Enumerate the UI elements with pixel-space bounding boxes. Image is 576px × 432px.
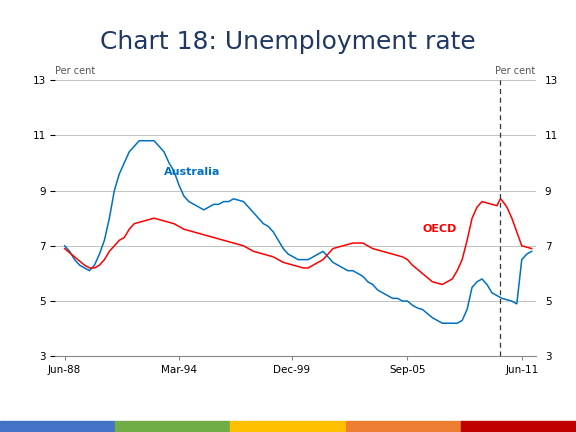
Bar: [346, 421, 461, 432]
Text: OECD: OECD: [422, 224, 457, 234]
Text: Per cent: Per cent: [55, 66, 95, 76]
Text: Chart 18: Unemployment rate: Chart 18: Unemployment rate: [100, 30, 476, 54]
Bar: [0, 421, 115, 432]
Bar: [230, 421, 346, 432]
Text: Source: ABS Catalogue Number 6202.0, Thomson Reuters and Treasury.: Source: ABS Catalogue Number 6202.0, Tho…: [9, 404, 283, 413]
Text: 20: 20: [550, 403, 562, 414]
Text: Per cent: Per cent: [495, 66, 536, 76]
Bar: [461, 421, 576, 432]
Bar: [115, 421, 230, 432]
Text: Australia: Australia: [164, 167, 221, 177]
